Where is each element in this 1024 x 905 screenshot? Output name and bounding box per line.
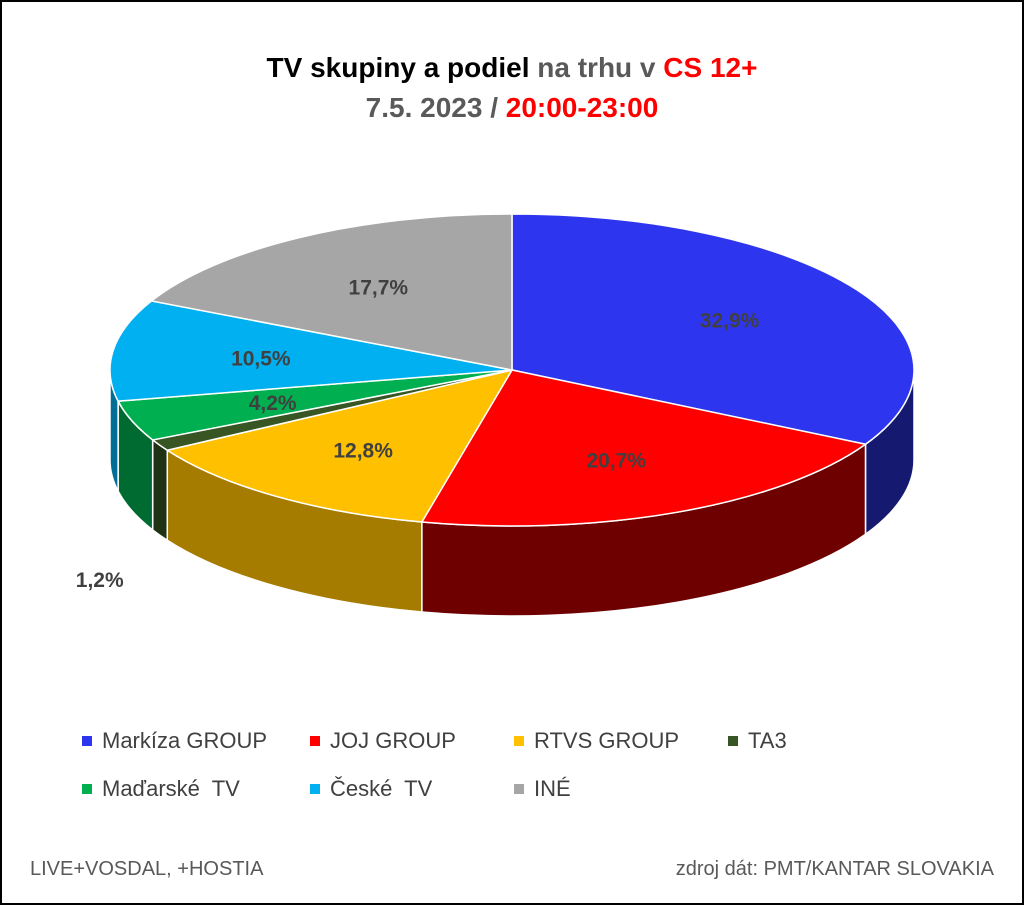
legend-swatch [310, 736, 320, 746]
title-time-range: 20:00-23:00 [505, 92, 659, 123]
legend-label: TA3 [748, 728, 787, 753]
side-wall-ta3 [151, 438, 169, 542]
slice-ine [149, 213, 513, 371]
legend-label: INÉ [534, 776, 571, 801]
data-label-markiza-group: 32,9% [700, 310, 760, 333]
title-part-2: na trhu v [537, 52, 664, 83]
legend-swatch [514, 784, 524, 794]
slice-markiza-group [511, 213, 915, 446]
legend-item-ceske-tv: České TV [310, 776, 432, 802]
footer-source: zdroj dát: PMT/KANTAR SLOVAKIA [675, 858, 994, 880]
legend-label: JOJ GROUP [330, 728, 456, 753]
title-part-1: TV skupiny a podiel [266, 52, 538, 83]
slice-rtvs-group [165, 368, 514, 523]
legend-item-joj-group: JOJ GROUP [310, 728, 456, 754]
legend-item-ine: INÉ [514, 776, 571, 802]
data-label-ine: 17,7% [349, 277, 409, 300]
chart-title: TV skupiny a podiel na trhu v CS 12+ 7.5… [0, 48, 1024, 128]
legend-swatch [310, 784, 320, 794]
data-label-ta3: 1,2% [76, 569, 124, 592]
legend-label: RTVS GROUP [534, 728, 680, 753]
data-label-rtvs-group: 12,8% [333, 440, 393, 463]
title-date: 7.5. 2023 / [365, 92, 506, 123]
slice-joj-group [420, 369, 868, 527]
title-part-3: CS 12+ [663, 52, 758, 83]
footer-note: LIVE+VOSDAL, +HOSTIA [30, 858, 264, 880]
data-label-joj-group: 20,7% [586, 450, 646, 473]
legend-swatch [82, 736, 92, 746]
legend-swatch [728, 736, 738, 746]
legend-swatch [514, 736, 524, 746]
legend-item-markiza-group: Markíza GROUP [82, 728, 267, 754]
pie-labels: 32,9% 20,7% 12,8% 1,2% 4,2% 10,5% 17,7% [76, 277, 760, 593]
legend-item-ta3: TA3 [728, 728, 787, 754]
legend-item-rtvs-group: RTVS GROUP [514, 728, 679, 754]
legend-item-madarske-tv: Maďarské TV [82, 776, 240, 802]
legend-label: Markíza GROUP [102, 728, 268, 753]
slice-ceske-tv [109, 300, 513, 402]
pie-top [109, 213, 915, 527]
data-label-madarske-tv: 4,2% [249, 392, 297, 415]
legend-label: České TV [330, 776, 433, 801]
legend-swatch [82, 784, 92, 794]
legend-label: Maďarské TV [102, 776, 240, 801]
data-label-ceske-tv: 10,5% [231, 347, 291, 370]
title-line-2: 7.5. 2023 / 20:00-23:00 [0, 88, 1024, 128]
title-line-1: TV skupiny a podiel na trhu v CS 12+ [0, 48, 1024, 88]
